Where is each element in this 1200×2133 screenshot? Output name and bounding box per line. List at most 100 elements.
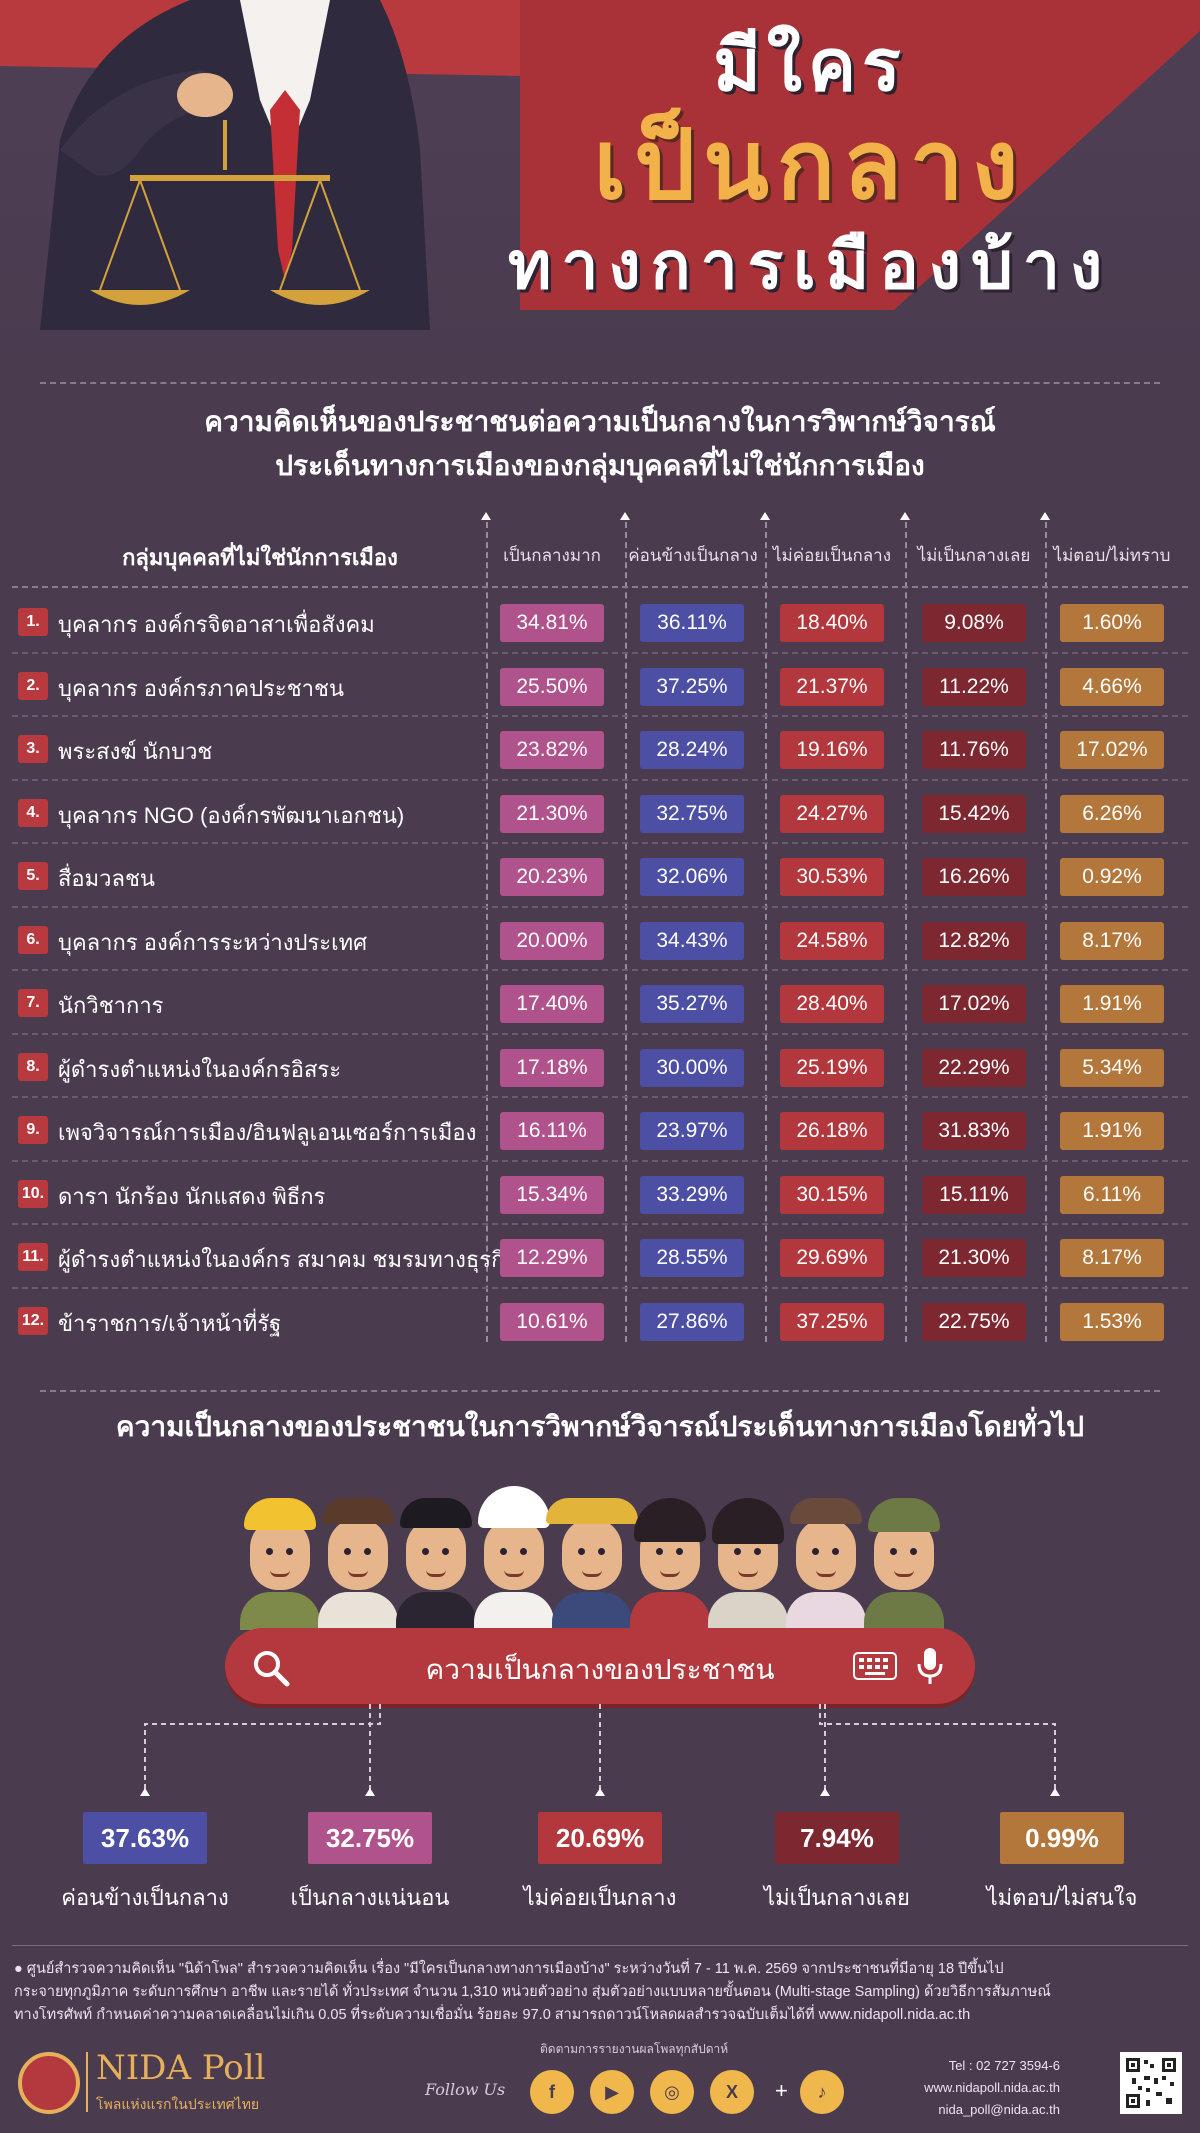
value-fairly-neutral: 32.75% — [640, 794, 744, 833]
row-divider — [12, 1286, 1188, 1289]
group-name: นักวิชาการ — [58, 993, 164, 1018]
value-not-neutral: 15.11% — [922, 1175, 1026, 1214]
keyboard-icon[interactable] — [853, 1652, 897, 1680]
stat-label-definitely-neutral: เป็นกลางแน่นอน — [290, 1885, 450, 1910]
search-bar[interactable]: ความเป็นกลางของประชาชน — [225, 1628, 975, 1704]
table-row: 5. สื่อมวลชน 20.23% 32.06% 30.53% 16.26%… — [0, 844, 1200, 908]
row-divider — [12, 905, 1188, 908]
value-very-neutral: 21.30% — [500, 794, 604, 833]
hero-title: มีใคร เป็นกลาง ทางการเมืองบ้าง — [450, 20, 1170, 310]
table-row: 10. ดารา นักร้อง นักแสดง พิธีกร 15.34% 3… — [0, 1162, 1200, 1225]
arrow-up-icon — [760, 512, 770, 520]
value-fairly-neutral: 23.97% — [640, 1112, 744, 1150]
row-number: 12. — [18, 1306, 48, 1335]
value-not-neutral: 21.30% — [922, 1239, 1026, 1277]
instagram-icon[interactable]: ◎ — [650, 2070, 694, 2114]
column-divider — [486, 522, 488, 1342]
group-name: ข้าราชการ/เจ้าหน้าที่รัฐ — [58, 1310, 282, 1336]
column-header-very-neutral: เป็นกลางมาก — [503, 546, 601, 565]
contact-email[interactable]: nida_poll@nida.ac.th — [938, 2102, 1060, 2117]
row-number: 8. — [18, 1052, 48, 1081]
value-fairly-neutral: 32.06% — [640, 858, 744, 896]
row-number: 10. — [18, 1179, 48, 1208]
group-name: บุคลากร NGO (องค์กรพัฒนาเอกชน) — [58, 802, 405, 828]
arrow-up-icon — [900, 512, 910, 520]
connector-lines — [140, 1704, 1060, 1796]
arrow-up-icon — [1040, 512, 1050, 520]
value-no-answer: 8.17% — [1060, 1239, 1164, 1277]
facebook-icon[interactable]: f — [530, 2070, 574, 2114]
value-not-very-neutral: 28.40% — [780, 985, 884, 1023]
stat-label-not-very-neutral: ไม่ค่อยเป็นกลาง — [523, 1885, 677, 1910]
microphone-icon[interactable] — [915, 1646, 945, 1686]
row-number: 11. — [18, 1243, 48, 1271]
officer-figure — [318, 1490, 398, 1630]
table-row: 11. ผู้ดำรงตำแหน่งในองค์กร สมาคม ชมรมทาง… — [0, 1225, 1200, 1289]
value-no-answer: 8.17% — [1060, 921, 1164, 960]
tiktok-icon[interactable]: ♪ — [800, 2070, 844, 2114]
value-fairly-neutral: 30.00% — [640, 1048, 744, 1087]
row-number: 5. — [18, 862, 48, 890]
row-divider — [12, 1223, 1188, 1225]
businessman-scales-illustration — [40, 0, 430, 330]
section-title: ความเป็นกลางของประชาชนในการวิพากษ์วิจารณ… — [115, 1411, 1085, 1442]
table-row: 4. บุคลากร NGO (องค์กรพัฒนาเอกชน) 21.30%… — [0, 781, 1200, 844]
group-name: พระสงฆ์ นักบวช — [58, 739, 213, 764]
value-no-answer: 6.26% — [1060, 794, 1164, 833]
methodology-note: ● ศูนย์สำรวจความคิดเห็น "นิด้าโพล" สำรวจ… — [14, 1958, 1186, 2027]
value-not-very-neutral: 21.37% — [780, 667, 884, 706]
value-fairly-neutral: 27.86% — [640, 1302, 744, 1341]
stat-fairly-neutral: 37.63% — [83, 1812, 207, 1864]
value-not-very-neutral: 24.58% — [780, 921, 884, 960]
row-number: 6. — [18, 925, 48, 954]
row-divider — [12, 969, 1188, 971]
row-divider — [12, 715, 1188, 717]
x-icon[interactable]: X — [710, 2070, 754, 2114]
value-not-very-neutral: 30.53% — [780, 858, 884, 896]
table-row: 12. ข้าราชการ/เจ้าหน้าที่รัฐ 10.61% 27.8… — [0, 1289, 1200, 1353]
data-table: 1. บุคลากร องค์กรจิตอาสาเพื่อสังคม 34.81… — [0, 590, 1200, 1352]
subtitle-line-2: ประเด็นทางการเมืองของกลุ่มบุคคลที่ไม่ใช่… — [275, 450, 925, 481]
stat-no-answer: 0.99% — [1000, 1812, 1124, 1864]
qr-code[interactable] — [1120, 2052, 1182, 2114]
row-number: 9. — [18, 1116, 48, 1144]
table-header: กลุ่มบุคคลที่ไม่ใช่นักการเมือง เป็นกลางม… — [0, 530, 1200, 582]
contact-tel: Tel : 02 727 3594-6 — [948, 2058, 1060, 2073]
row-number: 2. — [18, 671, 48, 700]
woman-official-figure — [708, 1490, 788, 1630]
soldier-figure — [864, 1490, 944, 1630]
value-no-answer: 6.11% — [1060, 1175, 1164, 1214]
row-divider — [12, 1159, 1188, 1162]
contact-website[interactable]: www.nidapoll.nida.ac.th — [924, 2080, 1060, 2095]
stat-label-no-answer: ไม่ตอบ/ไม่สนใจ — [986, 1885, 1138, 1910]
hero-banner: มีใคร เป็นกลาง ทางการเมืองบ้าง — [0, 0, 1200, 370]
value-no-answer: 5.34% — [1060, 1048, 1164, 1087]
value-very-neutral: 15.34% — [500, 1175, 604, 1214]
value-not-neutral: 9.08% — [922, 604, 1026, 642]
value-not-very-neutral: 26.18% — [780, 1112, 884, 1150]
row-divider — [12, 778, 1188, 781]
row-number: 1. — [18, 608, 48, 636]
column-header-not-very-neutral: ไม่ค่อยเป็นกลาง — [772, 546, 892, 565]
divider — [12, 586, 1188, 588]
row-divider — [12, 1096, 1188, 1098]
farmer-figure — [546, 1490, 638, 1630]
divider — [40, 382, 1160, 384]
value-very-neutral: 34.81% — [500, 604, 604, 642]
value-very-neutral: 17.40% — [500, 985, 604, 1023]
value-fairly-neutral: 28.24% — [640, 731, 744, 769]
subtitle-line-1: ความคิดเห็นของประชาชนต่อความเป็นกลางในกา… — [204, 406, 996, 437]
value-not-very-neutral: 18.40% — [780, 604, 884, 642]
value-fairly-neutral: 36.11% — [640, 604, 744, 642]
table-row: 1. บุคลากร องค์กรจิตอาสาเพื่อสังคม 34.81… — [0, 590, 1200, 654]
value-not-very-neutral: 25.19% — [780, 1048, 884, 1087]
table-subtitle: ความคิดเห็นของประชาชนต่อความเป็นกลางในกา… — [0, 400, 1200, 488]
youtube-icon[interactable]: ▶ — [590, 2070, 634, 2114]
value-no-answer: 4.66% — [1060, 667, 1164, 706]
logo-name: NIDA Poll — [96, 2048, 266, 2088]
row-divider — [12, 1032, 1188, 1035]
group-name: ดารา นักร้อง นักแสดง พิธีกร — [58, 1183, 326, 1209]
value-not-very-neutral: 24.27% — [780, 794, 884, 833]
stat-definitely-neutral: 32.75% — [308, 1812, 432, 1864]
note-line-3: ทางโทรศัพท์ กำหนดค่าความคลาดเคลื่อนไม่เก… — [14, 2007, 971, 2023]
